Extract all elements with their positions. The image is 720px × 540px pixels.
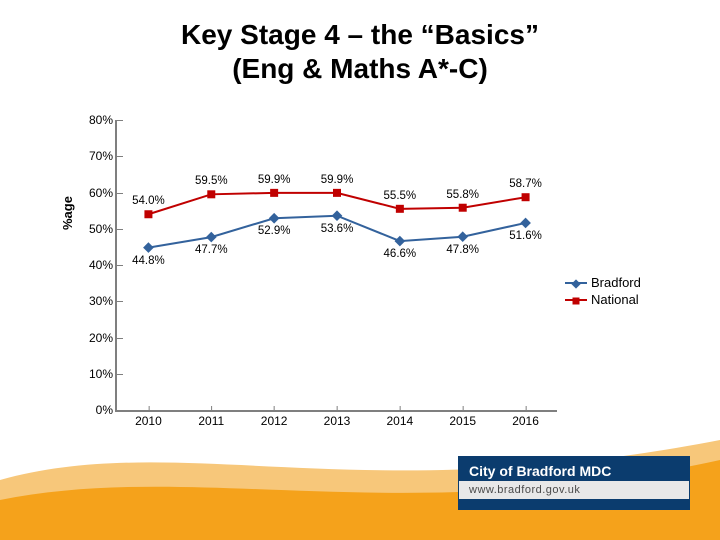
data-label: 52.9% [258,225,291,237]
series-marker-bradford [457,231,468,242]
legend-swatch [565,299,587,301]
x-tick: 2014 [386,410,413,428]
footer-banner: City of Bradford MDC www.bradford.gov.uk [458,456,690,510]
x-tick: 2011 [198,410,224,428]
series-marker-bradford [143,242,154,253]
series-marker-national [270,189,278,197]
y-tick: 10% [73,367,117,381]
series-marker-national [459,204,467,212]
data-label: 59.9% [258,174,291,186]
y-tick: 80% [73,113,117,127]
series-marker-bradford [269,213,280,224]
data-label: 58.7% [509,178,542,190]
series-marker-national [144,210,152,218]
data-label: 51.6% [509,230,542,242]
legend-label: Bradford [591,275,641,290]
page-title: Key Stage 4 – the “Basics” (Eng & Maths … [0,18,720,85]
x-tick: 2012 [261,410,288,428]
data-label: 53.6% [321,223,354,235]
x-tick: 2016 [512,410,539,428]
data-label: 59.9% [321,174,354,186]
legend: Bradford National [565,275,660,309]
slide: { "title_line1": "Key Stage 4 – the \u20… [0,0,720,540]
legend-label: National [591,292,639,307]
plot-svg [117,120,557,410]
chart: %age 0%10%20%30%40%50%60%70%80%201020112… [60,120,660,460]
series-marker-bradford [395,236,406,247]
x-tick: 2010 [135,410,162,428]
data-label: 47.7% [195,244,228,256]
y-tick: 30% [73,294,117,308]
title-line-1: Key Stage 4 – the “Basics” [181,19,539,50]
y-tick: 20% [73,331,117,345]
data-label: 47.8% [446,244,479,256]
y-tick: 0% [73,403,117,417]
series-marker-national [333,189,341,197]
data-label: 59.5% [195,175,228,187]
series-marker-bradford [206,232,217,243]
series-marker-bradford [520,218,531,229]
data-label: 44.8% [132,255,165,267]
y-tick: 40% [73,258,117,272]
y-tick: 60% [73,186,117,200]
data-label: 55.5% [384,190,417,202]
data-label: 46.6% [384,248,417,260]
legend-item-bradford: Bradford [565,275,660,290]
series-marker-bradford [332,210,343,221]
y-tick: 50% [73,222,117,236]
footer-org: City of Bradford MDC [459,457,689,481]
x-tick: 2015 [449,410,476,428]
x-tick: 2013 [324,410,351,428]
legend-item-national: National [565,292,660,307]
footer-url: www.bradford.gov.uk [459,481,689,499]
series-marker-national [522,193,530,201]
legend-swatch [565,282,587,284]
title-line-2: (Eng & Maths A*-C) [232,53,488,84]
plot-area: 0%10%20%30%40%50%60%70%80%20102011201220… [115,120,557,412]
y-tick: 70% [73,149,117,163]
series-marker-national [396,205,404,213]
data-label: 55.8% [446,189,479,201]
series-marker-national [207,190,215,198]
data-label: 54.0% [132,195,165,207]
